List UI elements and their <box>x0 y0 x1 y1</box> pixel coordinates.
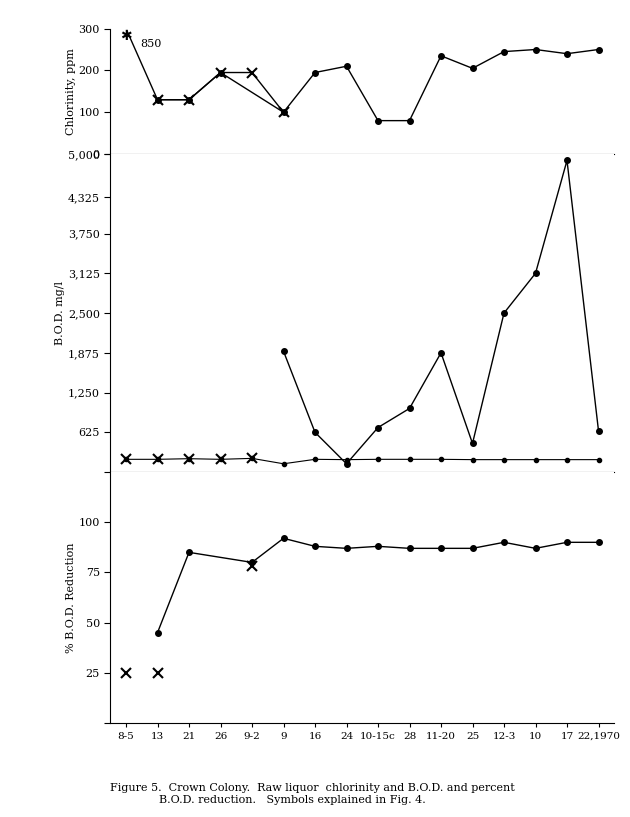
Y-axis label: Chlorinity, ppm: Chlorinity, ppm <box>66 48 76 135</box>
Text: 850: 850 <box>140 39 161 49</box>
Y-axis label: % B.O.D. Reduction: % B.O.D. Reduction <box>66 542 76 653</box>
Text: Figure 5.  Crown Colony.  Raw liquor  chlorinity and B.O.D. and percent
        : Figure 5. Crown Colony. Raw liquor chlor… <box>110 784 515 805</box>
Y-axis label: B.O.D. mg/l: B.O.D. mg/l <box>55 281 65 345</box>
Text: ✱: ✱ <box>120 29 132 43</box>
